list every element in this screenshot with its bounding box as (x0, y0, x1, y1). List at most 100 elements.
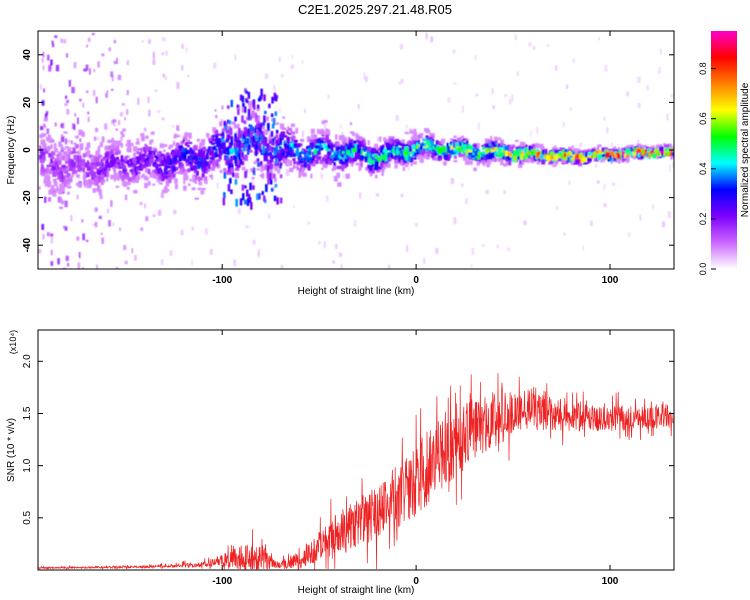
spectrogram-cell (542, 157, 546, 162)
spectrogram-cell (206, 153, 209, 156)
spectrogram-cell (382, 154, 387, 160)
spectrogram-cell (159, 161, 163, 164)
spectrogram-cell (144, 182, 148, 189)
spectrogram-cell (325, 134, 329, 140)
spectrogram-cell (511, 150, 515, 154)
spectrogram-xlabel: Height of straight line (km) (298, 286, 415, 297)
spectrogram-cell (253, 161, 257, 165)
spectrogram-cell (143, 127, 147, 132)
spectrogram-cell (180, 163, 184, 169)
spectrogram-cell (40, 165, 44, 170)
spectrogram-cell (86, 165, 91, 171)
spectrogram-cell (293, 141, 298, 144)
spectrogram-cell (269, 152, 272, 156)
spectrogram-cell (500, 147, 504, 153)
spectrogram-cell (234, 138, 237, 143)
spectrogram-cell (412, 131, 418, 137)
spectrogram-cell (67, 180, 71, 186)
spectrogram-cell (515, 150, 520, 156)
spectrogram-cell (287, 141, 291, 145)
spectrogram-cell (279, 165, 282, 169)
spectrogram-cell (209, 249, 213, 255)
spectrogram-cell (310, 160, 314, 164)
spectrogram-cell (473, 143, 477, 146)
spectrogram-cell (40, 84, 42, 90)
spectrogram-cell (338, 165, 342, 170)
spectrogram-cell (338, 135, 342, 141)
spectrogram-cell (140, 147, 143, 152)
spectrogram-cell (241, 95, 245, 103)
spectrogram-cell (148, 146, 153, 150)
spectrogram-cell (601, 147, 605, 152)
spectrogram-xtick-label: 100 (602, 275, 619, 286)
spectrogram-cell (133, 158, 137, 164)
spectrogram-cell (217, 133, 221, 136)
spectrogram-cell (504, 146, 509, 152)
spectrogram-cell (417, 139, 420, 145)
spectrogram-cell (562, 150, 566, 155)
spectrogram-cell (341, 146, 346, 151)
spectrogram-cell (41, 100, 45, 106)
spectrogram-cell (183, 169, 188, 172)
spectrogram-cell (306, 158, 311, 163)
spectrogram-cell (227, 105, 230, 109)
spectrogram-cell (303, 152, 308, 155)
spectrogram-cell (296, 146, 299, 151)
spectrogram-cell (244, 88, 247, 93)
spectrogram-cell (230, 168, 235, 174)
spectrogram-cell (244, 199, 247, 205)
spectrogram-cell (586, 159, 590, 164)
spectrogram-cell (402, 166, 406, 171)
spectrogram-cell (411, 152, 414, 156)
spectrogram-cell (216, 159, 221, 162)
spectrogram-cell (78, 149, 81, 156)
spectrogram-cell (180, 229, 184, 236)
spectrogram-cell (283, 148, 288, 153)
spectrogram-cell (584, 151, 587, 158)
spectrogram-cell (223, 168, 227, 172)
spectrogram-cell (428, 141, 432, 145)
spectrogram-cell (38, 186, 41, 190)
spectrogram-cell (422, 138, 427, 141)
spectrogram-cell (279, 197, 283, 204)
spectrogram-cell (356, 147, 362, 154)
spectrogram-cells (38, 32, 674, 269)
spectrogram-cell (230, 139, 234, 145)
spectrogram-cell (279, 134, 282, 140)
spectrogram-cell (323, 119, 328, 123)
spectrogram-cell (614, 157, 618, 163)
spectrogram-cell (61, 148, 66, 151)
spectrogram-cell (448, 154, 452, 159)
spectrogram-cell (161, 160, 165, 166)
spectrogram-cell (64, 169, 68, 174)
spectrogram-cell (493, 136, 498, 140)
spectrogram-cell (66, 100, 69, 103)
spectrogram-cell (281, 127, 287, 130)
spectrogram-cell (550, 155, 555, 160)
spectrogram-cell (408, 143, 414, 148)
spectrogram-cell (593, 147, 596, 150)
spectrogram-cell (85, 90, 89, 93)
spectrogram-cell (126, 60, 129, 66)
spectrogram-cell (63, 131, 66, 134)
spectrogram-cell (642, 149, 645, 155)
spectrogram-cell (78, 252, 81, 259)
spectrogram-cell (44, 113, 48, 121)
spectrogram-cell (504, 150, 508, 157)
spectrogram-cell (216, 142, 221, 146)
spectrogram-cell (404, 131, 409, 135)
spectrogram-cell (561, 149, 565, 153)
spectrogram-cell (576, 151, 580, 155)
spectrogram-cell (223, 172, 227, 179)
spectrogram-cell (309, 157, 315, 163)
spectrogram-cell (91, 162, 96, 165)
spectrogram-cell (42, 133, 47, 137)
spectrogram-cell (77, 117, 79, 125)
spectrogram-cell (166, 165, 171, 169)
spectrogram-cell (496, 244, 499, 249)
spectrogram-cell (74, 113, 77, 117)
spectrogram-cell (425, 155, 430, 160)
spectrogram-cell (407, 146, 412, 149)
spectrogram-cell (127, 178, 133, 183)
spectrogram-cell (356, 144, 360, 150)
